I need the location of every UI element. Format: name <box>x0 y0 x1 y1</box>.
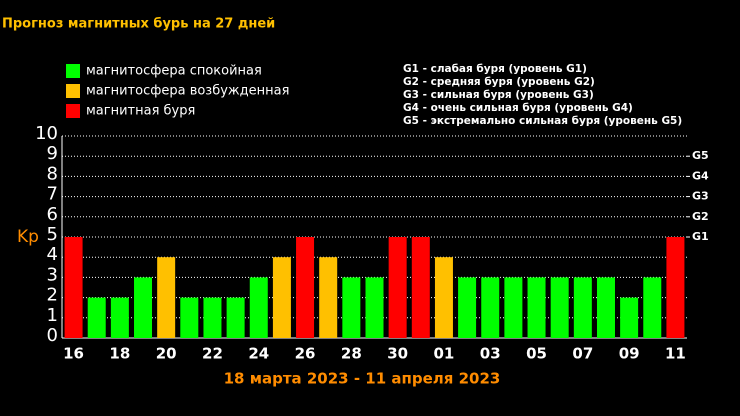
bar <box>481 277 500 338</box>
chart-title: Прогноз магнитных бурь на 27 дней <box>2 17 275 32</box>
bar <box>226 297 245 338</box>
y-tick-label: 5 <box>47 224 58 245</box>
bar <box>573 277 592 338</box>
x-tick-label: 28 <box>341 345 362 363</box>
bar <box>550 277 569 338</box>
y-axis-label: Kp <box>17 227 39 247</box>
y-tick-label: 4 <box>47 244 58 265</box>
bar <box>388 237 407 338</box>
x-tick-label: 22 <box>202 345 223 363</box>
bar <box>504 277 523 338</box>
bar <box>643 277 662 338</box>
bar <box>411 237 430 338</box>
legend-swatch <box>66 84 80 98</box>
bar <box>249 277 268 338</box>
x-tick-label: 03 <box>480 345 501 363</box>
bar <box>180 297 199 338</box>
y2-tick-label: G1 <box>692 230 709 243</box>
x-tick-label: 20 <box>156 345 177 363</box>
x-tick-label: 01 <box>434 345 455 363</box>
y-tick-label: 1 <box>47 305 58 326</box>
storm-level-note: G3 - сильная буря (уровень G3) <box>403 89 594 101</box>
y-tick-label: 3 <box>47 264 58 285</box>
bar <box>87 297 106 338</box>
bar <box>527 277 546 338</box>
x-tick-label: 24 <box>248 345 269 363</box>
bar <box>296 237 315 338</box>
bar <box>365 277 384 338</box>
legend-label: магнитосфера спокойная <box>86 64 262 79</box>
legend-swatch <box>66 64 80 78</box>
legend-swatch <box>66 104 80 118</box>
bar <box>64 237 83 338</box>
bar <box>342 277 361 338</box>
y-tick-label: 9 <box>47 143 58 164</box>
y-tick-label: 10 <box>35 123 58 144</box>
x-tick-label: 11 <box>665 345 686 363</box>
x-tick-label: 18 <box>109 345 130 363</box>
x-tick-label: 07 <box>572 345 593 363</box>
storm-level-note: G4 - очень сильная буря (уровень G4) <box>403 102 633 114</box>
bar <box>157 257 176 338</box>
x-tick-label: 05 <box>526 345 547 363</box>
y-tick-label: 2 <box>47 285 58 306</box>
y-tick-label: 8 <box>47 163 58 184</box>
bar <box>620 297 639 338</box>
storm-level-note: G5 - экстремально сильная буря (уровень … <box>403 115 682 127</box>
y-tick-label: 7 <box>47 184 58 205</box>
y2-tick-label: G4 <box>692 169 709 182</box>
y-tick-label: 0 <box>47 325 58 346</box>
storm-level-note: G2 - средняя буря (уровень G2) <box>403 76 595 88</box>
bar <box>434 257 453 338</box>
x-tick-label: 16 <box>63 345 84 363</box>
y2-tick-label: G5 <box>692 149 709 162</box>
x-tick-label: 09 <box>619 345 640 363</box>
y2-tick-label: G2 <box>692 210 709 223</box>
storm-level-note: G1 - слабая буря (уровень G1) <box>403 63 587 75</box>
bar <box>134 277 153 338</box>
legend-label: магнитосфера возбужденная <box>86 84 289 99</box>
bar <box>458 277 477 338</box>
y-tick-label: 6 <box>47 204 58 225</box>
bar <box>203 297 222 338</box>
x-tick-label: 26 <box>295 345 316 363</box>
bar <box>272 257 291 338</box>
y2-tick-label: G3 <box>692 190 709 203</box>
bar <box>666 237 685 338</box>
x-tick-label: 30 <box>387 345 408 363</box>
bar <box>110 297 129 338</box>
x-axis-label: 18 марта 2023 - 11 апреля 2023 <box>224 370 501 388</box>
bar <box>319 257 338 338</box>
legend-label: магнитная буря <box>86 104 195 119</box>
bar <box>596 277 615 338</box>
